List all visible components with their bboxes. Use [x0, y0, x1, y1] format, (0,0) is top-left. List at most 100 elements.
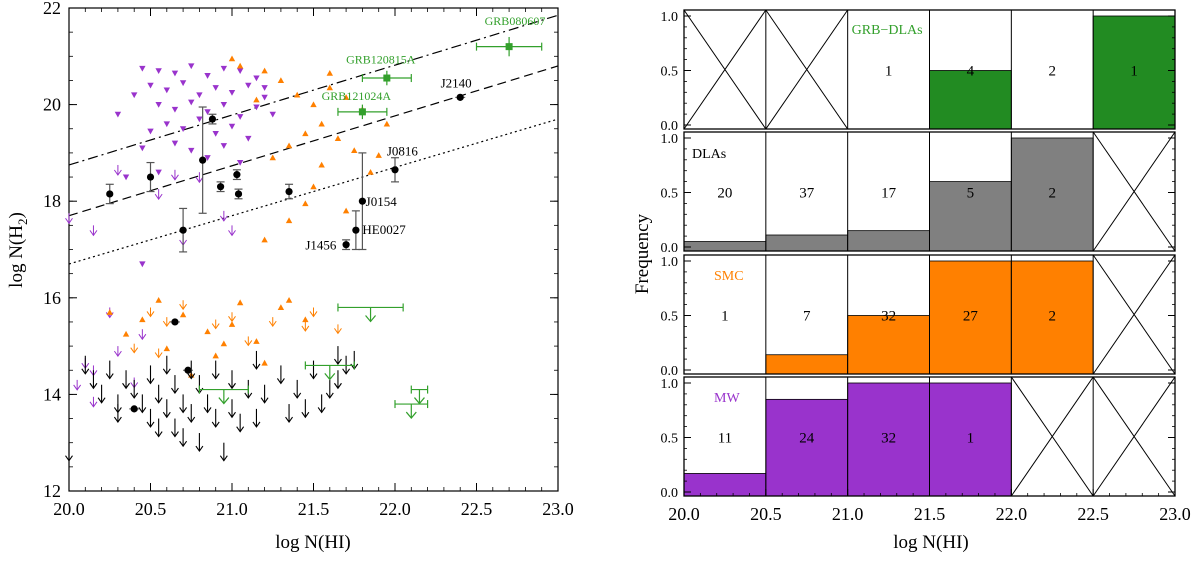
hist-y-tick-label: 1.0	[661, 132, 679, 147]
qso-upper-limit-head	[195, 445, 204, 452]
grb-upper-limit	[410, 385, 429, 405]
smc-point	[294, 91, 301, 98]
empty-bin-cross	[1092, 254, 1176, 375]
smc-point	[342, 207, 350, 214]
histogram-bar	[1092, 15, 1176, 130]
guide-lines	[68, 14, 559, 265]
qso-upper-limit	[105, 360, 114, 380]
qso-upper-limit	[219, 442, 228, 462]
qso-upper-limit-head	[122, 382, 131, 390]
qso-point	[455, 93, 466, 101]
qso-upper-limit	[113, 404, 122, 424]
histogram-panel-smc: 0.0 0.5 1.0 1 7 32 27 2 SMC	[661, 254, 1176, 379]
qso-upper-limit	[236, 413, 245, 433]
smc-upper-limit-head	[154, 352, 163, 359]
mw-point	[196, 116, 203, 123]
qso-upper-limit-head	[301, 411, 310, 419]
qso-upper-limit-head	[179, 407, 188, 414]
qso-point	[391, 157, 399, 183]
qso-upper-limit	[122, 370, 131, 390]
histogram-bar	[847, 315, 930, 375]
mw-point	[131, 92, 138, 99]
qso-upper-limit-head	[252, 363, 261, 370]
mw-point	[236, 68, 244, 74]
qso-label: J0816	[387, 143, 419, 158]
y-tick-label: 14	[43, 384, 61, 404]
mw-upper-limit	[219, 210, 228, 222]
y-tick-label: 12	[43, 481, 61, 501]
qso-marker	[234, 190, 243, 198]
panel-label: MW	[714, 391, 740, 406]
mw-upper-limit	[89, 225, 98, 237]
mw-point	[139, 145, 146, 152]
qso-upper-limit-head	[285, 416, 294, 424]
qso-upper-limit-head	[154, 431, 163, 438]
x-tick-label: 22.5	[461, 499, 493, 519]
qso-upper-limit-head	[81, 368, 90, 375]
mw-upper-limit-head	[219, 215, 228, 222]
qso-upper-limit-head	[170, 387, 179, 395]
grb-upper-limit	[198, 385, 249, 405]
histogram-panel-grb-dlas: 0.0 0.5 1.0 1 4 2 1 GRB−DLAs	[661, 9, 1176, 134]
hist-y-tick-label: 0.5	[661, 310, 679, 325]
smc-point	[106, 309, 113, 315]
hist-y-tick-label: 1.0	[661, 10, 679, 25]
mw-upper-limit	[154, 189, 163, 200]
qso-upper-limit	[333, 370, 342, 390]
smc-upper-limit	[228, 312, 236, 323]
qso-label: J0154	[366, 194, 398, 209]
empty-bin-cross	[683, 9, 767, 130]
qso-upper-limit-head	[211, 421, 220, 428]
bin-count-label: 4	[967, 64, 975, 80]
hist-y-tick-label: 0.5	[661, 432, 679, 447]
qso-upper-limit	[211, 360, 220, 380]
smc-upper-limit	[154, 348, 163, 359]
mw-upper-limit-head	[228, 230, 236, 237]
qso-upper-limit-head	[187, 416, 196, 424]
mw-upper-limit	[138, 329, 147, 341]
qso-marker	[146, 173, 155, 181]
scatter-axis-ticks: 20.0 20.5 21.0 21.5 22.0 22.5 23.0 12 14 16 18 20 22	[43, 0, 574, 519]
mw-upper-limit-head	[138, 333, 147, 341]
qso-upper-limit-head	[179, 440, 188, 448]
smc-point	[204, 328, 211, 335]
smc-point	[351, 147, 358, 154]
mw-upper-limit-head	[113, 350, 122, 357]
smc-point	[318, 161, 325, 168]
qso-point	[342, 239, 351, 251]
qso-upper-limit	[187, 404, 196, 424]
mw-point	[179, 80, 187, 87]
bin-count-label: 32	[881, 309, 896, 325]
mw-upper-limit-head	[73, 384, 82, 391]
mw-point	[171, 106, 179, 113]
panel-frame	[683, 131, 1176, 252]
smc-point	[228, 321, 236, 327]
histogram-bar	[847, 382, 930, 497]
empty-bin-cross	[1010, 376, 1094, 497]
grb-limit-head	[365, 315, 377, 323]
qso-point	[198, 106, 207, 214]
bin-count-label: 2	[1049, 309, 1057, 325]
mw-point	[163, 87, 170, 94]
smc-upper-limit	[162, 317, 171, 327]
mw-point	[155, 102, 162, 108]
mw-upper-limit-head	[154, 193, 163, 200]
qso-marker	[352, 226, 360, 234]
qso-upper-limit	[342, 355, 351, 375]
qso-upper-limit-head	[228, 411, 236, 419]
qso-marker	[184, 366, 192, 374]
bin-count-label: 2	[1049, 64, 1057, 80]
qso-upper-limit	[138, 394, 147, 414]
y-tick-label: 22	[43, 0, 61, 18]
qso-upper-limit-head	[333, 382, 342, 390]
qso-marker	[456, 93, 464, 101]
smc-point	[212, 352, 219, 359]
smc-upper-limit	[309, 307, 318, 318]
qso-point	[216, 181, 225, 193]
qso-marker	[391, 166, 399, 174]
smc-point	[326, 84, 333, 91]
hist-x-tick-label: 20.0	[668, 504, 700, 524]
mw-upper-limit	[65, 213, 73, 225]
x-tick-label: 21.5	[298, 499, 330, 519]
qso-upper-limit	[81, 355, 90, 375]
